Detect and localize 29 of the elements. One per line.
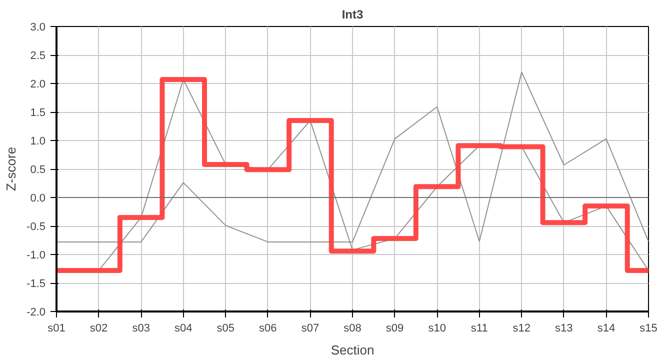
x-tick-label: s08 [344,322,362,334]
y-axis-title: Z-score [4,146,19,192]
y-tick-label: 0.0 [30,192,46,204]
y-tick-label: 3.0 [30,22,46,34]
x-axis-title: Section [330,342,374,358]
y-tick-label: -1.5 [26,278,46,290]
x-tick-label: s09 [386,322,404,334]
y-tick-label: 1.0 [30,136,46,148]
x-tick-label: s01 [48,322,66,334]
y-tick-label: -1.0 [26,250,46,262]
x-tick-label: s14 [597,322,616,334]
y-tick-label: 2.5 [30,50,46,62]
x-tick-label: s05 [216,322,235,334]
x-tick-label: s04 [174,322,192,334]
x-tick-label: s03 [132,322,150,334]
x-tick-label: s06 [259,322,277,334]
chart-title: Int3 [342,8,364,22]
x-tick-label: s11 [470,322,488,334]
x-tick-label: s07 [301,322,320,334]
y-tick-label: -2.0 [26,306,46,318]
y-tick-label: 2.0 [30,78,46,90]
x-tick-label: s02 [90,322,108,334]
y-tick-label: 0.5 [30,164,46,176]
x-tick-label: s13 [555,322,573,334]
x-tick-label: s12 [512,322,531,334]
y-tick-label: 1.5 [30,107,46,119]
x-tick-label: s10 [428,322,446,334]
y-tick-label: -0.5 [26,221,46,233]
x-tick-label: s15 [640,322,658,334]
